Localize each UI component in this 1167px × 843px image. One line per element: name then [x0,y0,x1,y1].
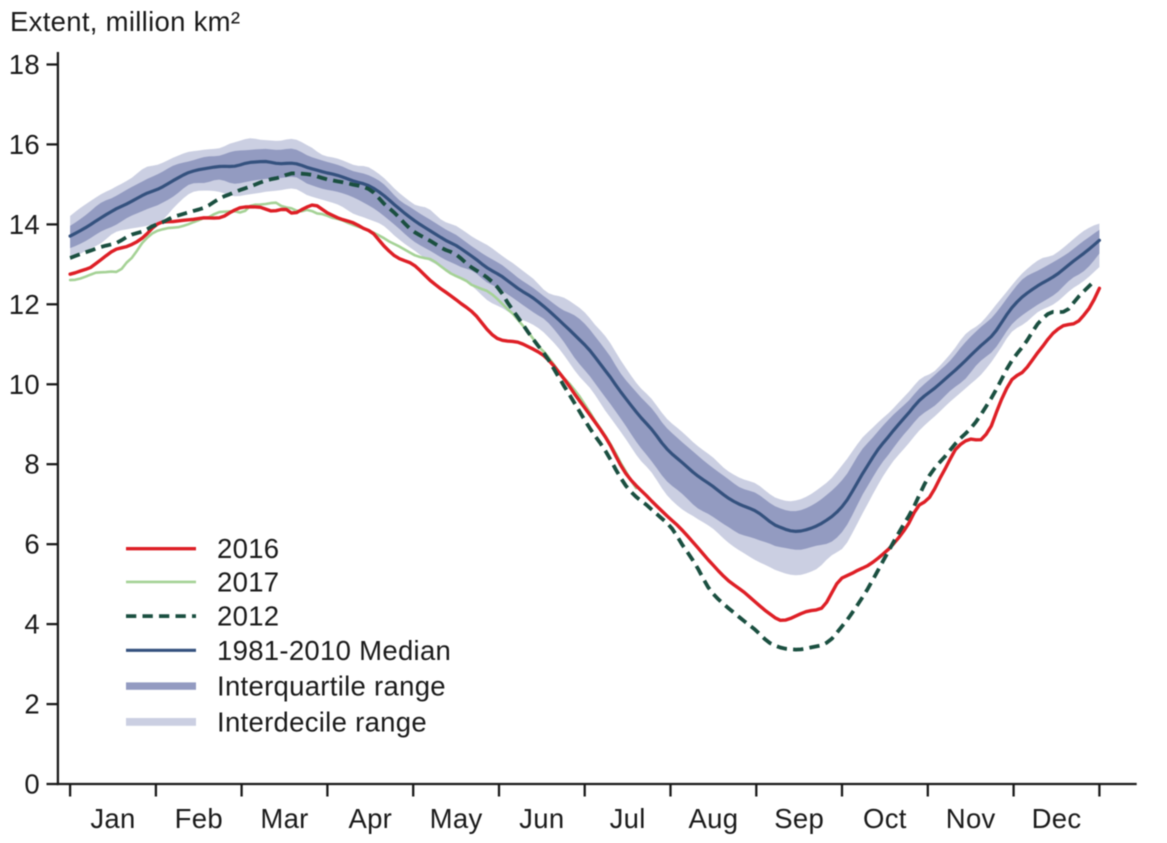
svg-text:12: 12 [9,289,40,320]
svg-text:10: 10 [9,369,40,400]
svg-text:Dec: Dec [1032,803,1082,834]
svg-text:Extent, million km²: Extent, million km² [10,6,240,37]
svg-text:Jul: Jul [610,803,646,834]
svg-text:Nov: Nov [946,803,996,834]
svg-text:Interquartile range: Interquartile range [217,671,446,702]
svg-text:May: May [430,803,483,834]
svg-text:Interdecile range: Interdecile range [217,706,427,737]
svg-text:18: 18 [9,49,40,80]
svg-text:4: 4 [24,609,40,640]
svg-text:1981-2010 Median: 1981-2010 Median [217,635,451,666]
svg-text:Apr: Apr [348,803,392,834]
svg-text:Aug: Aug [688,803,738,834]
svg-text:8: 8 [24,449,40,480]
svg-text:14: 14 [9,209,40,240]
svg-text:2017: 2017 [217,566,279,597]
svg-text:Mar: Mar [260,803,308,834]
svg-text:0: 0 [24,769,40,800]
svg-text:2: 2 [24,689,40,720]
svg-text:6: 6 [24,529,40,560]
svg-text:Jan: Jan [90,803,135,834]
svg-text:16: 16 [9,129,40,160]
svg-text:Oct: Oct [863,803,907,834]
svg-text:Jun: Jun [519,803,564,834]
svg-text:2016: 2016 [217,533,279,564]
svg-text:Feb: Feb [175,803,223,834]
svg-text:Sep: Sep [774,803,824,834]
svg-text:2012: 2012 [217,601,279,632]
